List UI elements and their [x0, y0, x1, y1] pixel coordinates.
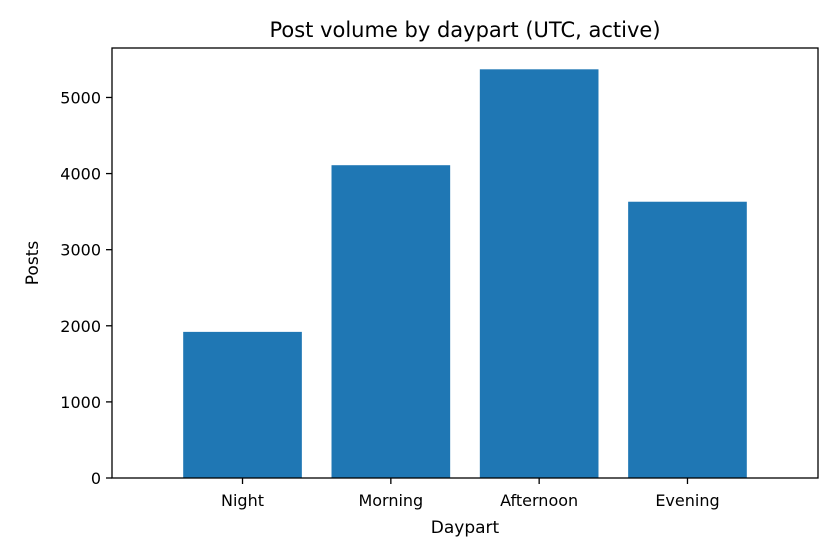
- bars-group: [183, 69, 747, 479]
- plot-frame: [111, 47, 819, 479]
- bar-night: [183, 331, 302, 478]
- x-axis-ticks: Night Morning Afternoon Evening: [221, 478, 720, 510]
- y-tick-label: 2000: [60, 317, 101, 336]
- bar-afternoon: [479, 69, 599, 478]
- y-tick-label: 3000: [60, 241, 101, 260]
- x-tick-label: Evening: [655, 491, 719, 510]
- bar-evening: [628, 201, 747, 479]
- x-tick-label: Morning: [358, 491, 423, 510]
- y-tick-label: 0: [91, 469, 101, 488]
- y-tick-label: 5000: [60, 88, 101, 107]
- y-tick-label: 1000: [60, 393, 101, 412]
- chart-title: Post volume by daypart (UTC, active): [269, 18, 660, 42]
- x-axis-label: Daypart: [431, 518, 500, 538]
- x-tick-label: Afternoon: [500, 491, 578, 510]
- bar-morning: [331, 165, 451, 478]
- y-axis-ticks: 0 1000 2000 3000 4000 5000: [60, 88, 112, 488]
- x-tick-label: Night: [221, 491, 264, 510]
- y-tick-label: 4000: [60, 165, 101, 184]
- y-axis-label: Posts: [23, 241, 43, 286]
